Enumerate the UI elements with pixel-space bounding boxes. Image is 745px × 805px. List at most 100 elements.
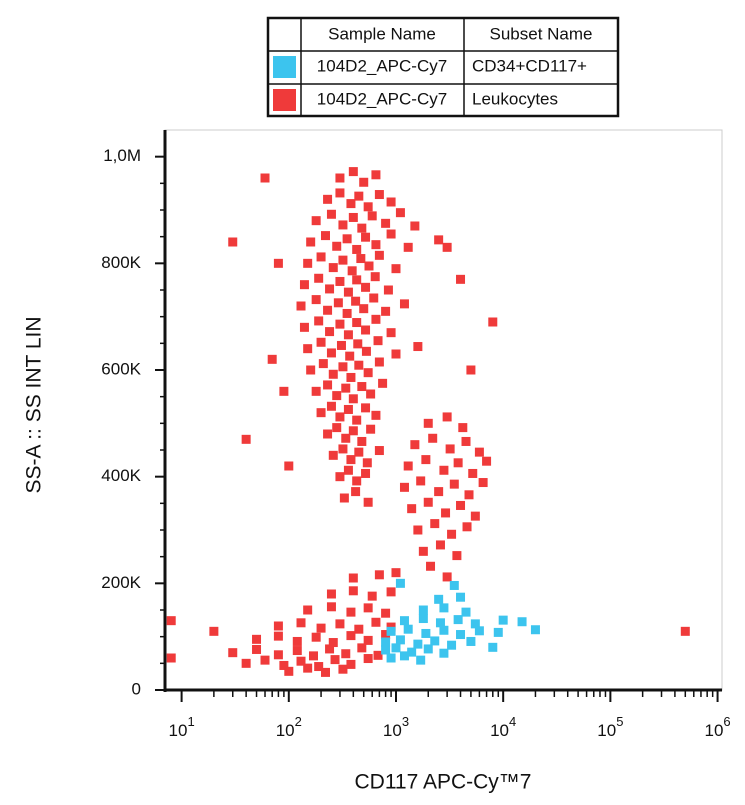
point	[166, 653, 176, 663]
point	[363, 654, 373, 664]
point	[369, 293, 379, 303]
point	[371, 240, 381, 250]
point	[321, 667, 331, 677]
point	[314, 273, 324, 283]
point	[456, 274, 466, 284]
point	[371, 314, 381, 324]
point	[423, 644, 433, 654]
x-tick-label: 106	[704, 714, 730, 740]
point	[453, 615, 463, 625]
point	[478, 478, 488, 488]
point	[449, 479, 459, 489]
point	[338, 444, 348, 454]
point	[346, 455, 356, 465]
point	[306, 237, 316, 247]
point	[395, 635, 405, 645]
point	[386, 197, 396, 207]
point	[413, 639, 423, 649]
point	[296, 618, 306, 628]
point	[363, 202, 373, 212]
point	[252, 644, 262, 654]
point	[517, 617, 527, 627]
x-tick-exponent: 6	[723, 714, 730, 729]
point	[241, 658, 251, 668]
point	[328, 369, 338, 379]
point	[461, 607, 471, 617]
legend-sample: 104D2_APC-Cy7	[317, 56, 447, 75]
point	[361, 282, 371, 292]
x-tick-exponent: 2	[295, 714, 302, 729]
point	[367, 211, 377, 221]
point	[391, 568, 401, 578]
point	[335, 619, 345, 629]
point	[335, 472, 345, 482]
point	[353, 339, 363, 349]
legend-swatch	[273, 56, 296, 78]
point	[336, 340, 346, 350]
point	[435, 540, 445, 550]
point	[468, 468, 478, 478]
point	[209, 626, 219, 636]
point	[273, 621, 283, 631]
point	[361, 403, 371, 413]
point	[374, 250, 384, 260]
point	[374, 190, 384, 200]
point	[439, 648, 449, 658]
point	[335, 412, 345, 422]
point	[403, 461, 413, 471]
point	[299, 280, 309, 290]
point	[493, 627, 503, 637]
point	[354, 447, 364, 457]
legend-header: Sample Name	[328, 24, 436, 43]
x-tick-base: 10	[704, 721, 723, 740]
point	[439, 603, 449, 613]
point	[328, 638, 338, 648]
point	[373, 650, 383, 660]
point	[166, 616, 176, 626]
point	[403, 624, 413, 634]
point	[374, 570, 384, 580]
point	[354, 191, 364, 201]
point	[328, 263, 338, 273]
point	[325, 644, 335, 654]
point	[403, 242, 413, 252]
point	[407, 504, 417, 514]
point	[316, 337, 326, 347]
point	[273, 650, 283, 660]
point	[303, 258, 313, 268]
point	[399, 616, 409, 626]
point	[323, 194, 333, 204]
point	[407, 647, 417, 657]
point	[328, 450, 338, 460]
point	[357, 643, 367, 653]
point	[371, 170, 381, 180]
point	[348, 394, 358, 404]
point	[418, 614, 428, 624]
point	[292, 646, 302, 656]
point	[348, 586, 358, 596]
point	[395, 578, 405, 588]
point	[447, 529, 457, 539]
point	[381, 637, 391, 647]
point	[323, 305, 333, 315]
point	[449, 580, 459, 590]
point	[413, 342, 423, 352]
point	[418, 546, 428, 556]
point	[354, 624, 364, 634]
point	[363, 603, 373, 613]
point	[326, 602, 336, 612]
point	[378, 378, 388, 388]
point	[352, 415, 362, 425]
point	[311, 386, 321, 396]
point	[470, 511, 480, 521]
point	[363, 497, 373, 507]
y-tick-label: 0	[132, 679, 141, 698]
point	[383, 285, 393, 295]
x-axis-title: CD117 APC-Cy™7	[354, 771, 531, 794]
point	[351, 296, 361, 306]
point	[447, 640, 457, 650]
point	[453, 458, 463, 468]
point	[462, 522, 472, 532]
point	[434, 487, 444, 497]
point	[348, 573, 358, 583]
